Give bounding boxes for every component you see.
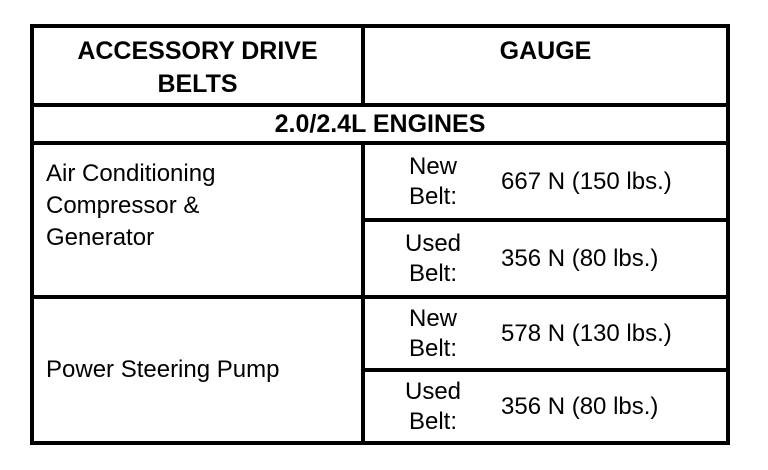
measurements-power-steering: New Belt: 578 N (130 lbs.) Used Belt: 35… xyxy=(365,299,726,441)
measurement-row-ps-new-belt: New Belt: 578 N (130 lbs.) xyxy=(365,299,726,372)
belt-tension-value-ac-new: 667 N (150 lbs.) xyxy=(501,167,672,195)
belt-tension-spec-table: ACCESSORY DRIVE BELTS GAUGE 2.0/2.4L ENG… xyxy=(30,24,730,445)
table-header-row: ACCESSORY DRIVE BELTS GAUGE xyxy=(34,28,726,107)
header-cell-accessory-drive-belts: ACCESSORY DRIVE BELTS xyxy=(34,28,365,103)
component-name-air-conditioning: Air Conditioning Compressor & Generator xyxy=(46,160,216,251)
engine-section-title: 2.0/2.4L ENGINES xyxy=(274,109,486,138)
belt-type-label-ac-used: Used Belt: xyxy=(404,229,462,287)
belt-tension-value-ps-used: 356 N (80 lbs.) xyxy=(501,392,659,420)
engine-section-banner-row: 2.0/2.4L ENGINES xyxy=(34,107,726,145)
belt-type-label-ps-new: New Belt: xyxy=(408,304,458,362)
table-row-air-conditioning: Air Conditioning Compressor & Generator … xyxy=(34,145,726,299)
component-cell-power-steering: Power Steering Pump xyxy=(34,299,365,441)
measurement-row-ps-used-belt: Used Belt: 356 N (80 lbs.) xyxy=(365,372,726,441)
header-cell-gauge: GAUGE xyxy=(365,28,726,103)
component-name-power-steering: Power Steering Pump xyxy=(46,356,280,384)
measurement-row-ac-new-belt: New Belt: 667 N (150 lbs.) xyxy=(365,145,726,222)
component-cell-air-conditioning: Air Conditioning Compressor & Generator xyxy=(34,145,365,295)
gauge-header-label: GAUGE xyxy=(499,37,592,65)
belt-type-label-ps-used: Used Belt: xyxy=(404,377,462,435)
table-row-power-steering: Power Steering Pump New Belt: 578 N (130… xyxy=(34,299,726,441)
accessory-drive-belts-header-label: ACCESSORY DRIVE BELTS xyxy=(77,37,318,98)
belt-tension-value-ac-used: 356 N (80 lbs.) xyxy=(501,244,659,272)
belt-tension-value-ps-new: 578 N (130 lbs.) xyxy=(501,319,672,347)
measurement-row-ac-used-belt: Used Belt: 356 N (80 lbs.) xyxy=(365,222,726,295)
measurements-air-conditioning: New Belt: 667 N (150 lbs.) Used Belt: 35… xyxy=(365,145,726,295)
belt-type-label-ac-new: New Belt: xyxy=(408,152,458,210)
